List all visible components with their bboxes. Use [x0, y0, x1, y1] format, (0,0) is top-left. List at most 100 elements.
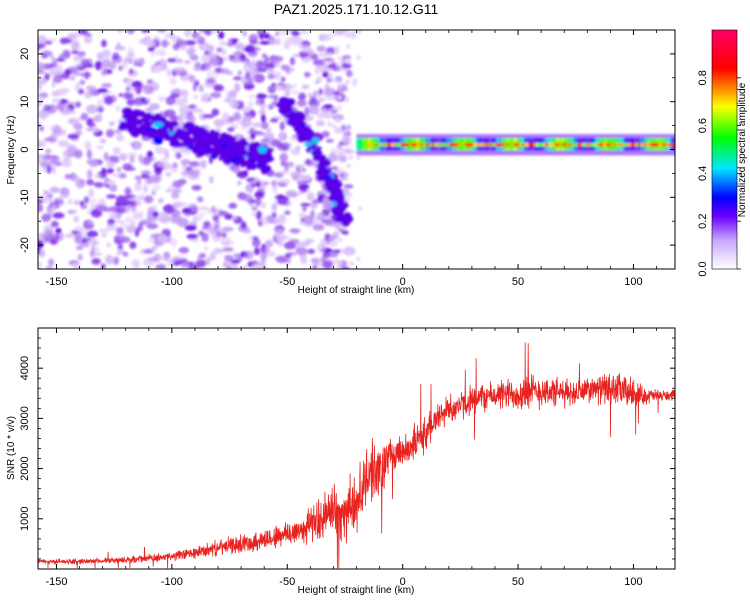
spectrogram-cell [86, 230, 99, 238]
spectrogram-cell [296, 191, 303, 196]
x-tick-label: 50 [512, 576, 524, 588]
spectrogram-cell [64, 173, 72, 180]
spectrogram-cell [337, 153, 342, 158]
spectrogram-cell [338, 95, 343, 100]
spectrogram-cell [43, 194, 54, 200]
spectrogram-cell [322, 260, 333, 269]
spectrogram-cell [147, 46, 155, 52]
spectrogram-cell [275, 255, 288, 262]
spectrogram-cell [202, 114, 215, 119]
spectrogram-cell [259, 40, 271, 45]
spectrogram-cell [64, 68, 72, 75]
spectrogram-cell [38, 261, 43, 269]
spectrogram-cell [289, 171, 302, 178]
spectrogram-cell [94, 126, 99, 133]
spectrogram-cell [86, 127, 95, 132]
spectrogram-cell [130, 220, 136, 226]
spectrogram-cell [356, 138, 359, 151]
spectrogram-cell [321, 131, 330, 138]
spectrogram-cell [367, 138, 370, 151]
spectrogram-cell [279, 152, 289, 162]
spectrogram-cell [333, 91, 341, 96]
spectrogram-cell [70, 76, 75, 81]
spectrogram-cell [189, 161, 199, 167]
spectrogram-cell [277, 144, 289, 151]
spectrogram-cell [125, 112, 131, 120]
spectrogram-cell [303, 215, 314, 225]
spectrogram-cell [68, 118, 80, 125]
spectrogram-cell [197, 216, 203, 221]
spectrogram-cell [106, 224, 118, 231]
spectrogram-cell [147, 130, 158, 135]
spectrogram-cell [179, 133, 191, 139]
x-tick-label: -100 [161, 576, 183, 588]
spectrogram-cell [336, 118, 341, 123]
spectrogram-cell [126, 86, 131, 91]
colorbar-tick-label: 0.4 [697, 166, 709, 181]
spectrogram-cell [184, 30, 191, 38]
spectrogram-cell [156, 116, 167, 123]
spectrogram-cell [186, 48, 195, 56]
spectrogram-cell [84, 140, 92, 150]
spectrogram-cell [348, 192, 353, 197]
spectrogram-cell [208, 225, 218, 236]
spectrogram-cell [273, 229, 285, 238]
spectrogram-cell [116, 131, 122, 140]
x-tick-label: -100 [161, 276, 183, 288]
spectrogram-cell [338, 84, 343, 89]
spectrogram-cell [169, 238, 177, 247]
spectrogram-cell [134, 175, 142, 180]
spectrogram-cell [325, 177, 336, 187]
spectrogram-cell [43, 137, 56, 142]
spectrogram-cell [114, 220, 125, 224]
spectrogram-cell [106, 167, 115, 174]
spectrogram-cell [324, 52, 333, 56]
spectrogram-cell [75, 245, 83, 251]
spectrogram-cell [237, 180, 242, 186]
spectrogram-cell [245, 71, 251, 80]
spectrogram-cell [154, 166, 163, 175]
spectrogram-cell [321, 257, 326, 262]
spectrogram-cell [86, 149, 92, 159]
spectrogram-cell [89, 160, 98, 168]
spectrogram-cell [148, 237, 157, 244]
y-tick-label: 4000 [19, 356, 31, 380]
spectrogram-cell [284, 161, 289, 172]
spectrogram-cell [186, 233, 198, 240]
spectrogram-cell [197, 206, 210, 211]
spectrogram-cell [221, 232, 227, 239]
spectrogram-cell [193, 64, 202, 71]
spectrogram-cell [52, 165, 56, 175]
spectrogram-cell [101, 39, 107, 48]
spectrogram-cell [174, 152, 183, 159]
spectrogram-cell [268, 94, 278, 99]
spectrogram-cell [126, 224, 137, 234]
spectrogram-cell [213, 148, 221, 154]
spectrogram-cell [351, 31, 356, 36]
spectrogram-cell [257, 155, 266, 165]
spectrogram-cell [133, 58, 140, 67]
spectrogram-cell [255, 197, 262, 207]
spectrogram-cell [188, 104, 197, 109]
spectrogram-cell [261, 114, 266, 123]
spectrogram-cell [112, 147, 121, 155]
spectrogram-cell [313, 91, 318, 96]
spectrogram-cell [173, 254, 185, 262]
snr-series-line [38, 342, 675, 569]
spectrogram-cell [325, 138, 334, 143]
spectrogram-cell [38, 92, 49, 99]
spectrogram-cell [283, 241, 296, 250]
spectrogram-cell [358, 206, 363, 211]
spectrogram-cell [332, 106, 337, 111]
spectrogram-cell [312, 264, 318, 269]
spectrogram-cell [297, 30, 309, 35]
spectrogram-cell [330, 78, 338, 83]
spectrogram-cell [328, 153, 338, 163]
spectrogram-cell [38, 199, 44, 204]
spectrogram-cell [233, 76, 242, 81]
spectrogram-cell [50, 206, 56, 213]
spectrogram-cell [308, 105, 320, 115]
spectrogram-cell [311, 137, 320, 145]
spectrogram-cell [251, 205, 258, 212]
spectrogram-cell [306, 192, 315, 201]
